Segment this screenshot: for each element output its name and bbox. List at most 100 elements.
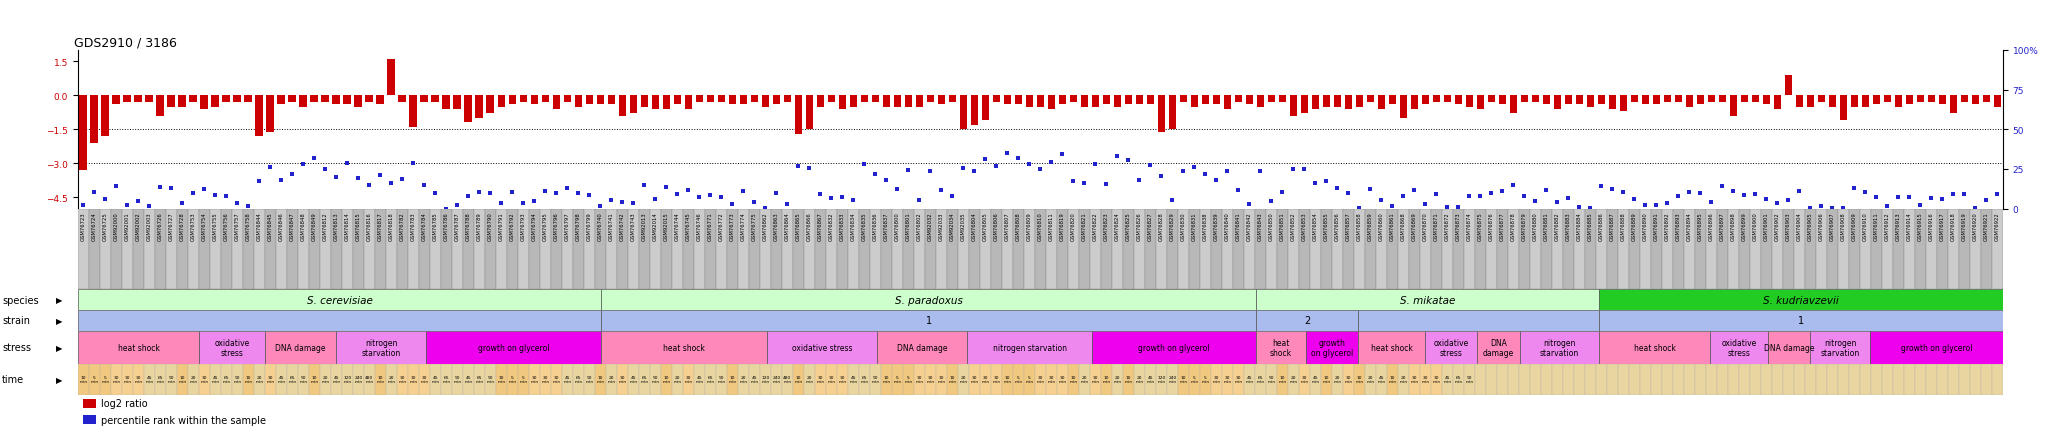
Text: growth on glycerol: growth on glycerol	[1139, 343, 1210, 352]
Bar	[520, 96, 526, 103]
Point	[397, 161, 430, 168]
Bar	[903, 209, 913, 289]
Point	[1739, 191, 1772, 198]
Text: oxidative
stress: oxidative stress	[1722, 338, 1757, 357]
Point	[705, 194, 737, 201]
Bar	[1872, 364, 1882, 395]
Text: GSM76838: GSM76838	[1202, 212, 1208, 240]
Bar	[211, 96, 219, 107]
Point	[1575, 205, 1608, 212]
Bar	[1014, 96, 1022, 105]
Text: GSM76753: GSM76753	[190, 212, 197, 240]
Point	[649, 184, 682, 191]
Bar	[662, 209, 672, 289]
Bar	[1675, 96, 1681, 103]
Bar	[827, 96, 836, 103]
Bar	[784, 96, 791, 103]
Text: 5
min: 5 min	[100, 375, 109, 384]
Point	[1628, 202, 1661, 209]
Bar	[805, 96, 813, 130]
Bar	[463, 364, 473, 395]
Text: 5
min: 5 min	[1202, 375, 1210, 384]
Bar	[1827, 364, 1837, 395]
Bar	[133, 364, 143, 395]
Bar	[1706, 364, 1716, 395]
Text: GSM76740: GSM76740	[598, 212, 602, 240]
Bar	[1960, 96, 1968, 103]
Text: GSM76793: GSM76793	[520, 212, 526, 240]
Bar	[111, 364, 121, 395]
Bar	[1718, 96, 1726, 103]
Bar	[1288, 364, 1298, 395]
Bar	[662, 96, 670, 110]
Bar	[541, 364, 551, 395]
Bar	[1870, 331, 2003, 364]
Text: GSM76886: GSM76886	[1599, 212, 1604, 240]
Text: 10
min: 10 min	[729, 375, 737, 384]
Point	[981, 163, 1014, 170]
Bar	[1628, 364, 1640, 395]
Bar	[397, 364, 408, 395]
Text: S. paradoxus: S. paradoxus	[895, 295, 963, 305]
Bar	[385, 209, 397, 289]
Point	[111, 202, 143, 209]
Bar	[1686, 96, 1694, 107]
Bar	[78, 364, 88, 395]
Bar	[135, 96, 141, 103]
Bar	[1333, 96, 1341, 107]
Point	[1298, 180, 1331, 187]
Text: GSM76869: GSM76869	[1411, 212, 1417, 240]
Bar	[793, 364, 805, 395]
Text: GSM76830: GSM76830	[1182, 212, 1186, 240]
Bar	[113, 96, 121, 105]
Text: 30
min: 30 min	[1235, 375, 1243, 384]
Point	[231, 204, 264, 210]
Text: GSM76855: GSM76855	[1323, 212, 1329, 240]
Text: 10
min: 10 min	[1278, 375, 1286, 384]
Text: 65
min: 65 min	[860, 375, 868, 384]
Bar	[1321, 364, 1331, 395]
Text: GSM76804: GSM76804	[973, 212, 977, 240]
Bar	[1532, 96, 1540, 103]
Bar	[1135, 209, 1145, 289]
Bar	[1520, 364, 1530, 395]
Bar	[1466, 96, 1473, 107]
Text: 120
min: 120 min	[344, 375, 352, 384]
Bar	[1190, 209, 1200, 289]
Bar	[815, 364, 825, 395]
Bar	[1411, 96, 1419, 110]
Point	[199, 193, 231, 200]
Text: 65
min: 65 min	[641, 375, 649, 384]
Bar	[332, 96, 340, 105]
Text: GSM76912: GSM76912	[1884, 212, 1890, 240]
Bar	[442, 96, 451, 110]
Bar	[156, 209, 166, 289]
Point	[420, 190, 453, 197]
Bar	[1112, 364, 1122, 395]
Text: GSM76904: GSM76904	[1796, 212, 1802, 240]
Bar	[1477, 96, 1485, 110]
Bar	[487, 96, 494, 114]
Text: GSM76854: GSM76854	[1313, 212, 1319, 240]
Bar	[1145, 209, 1155, 289]
Text: 30
min: 30 min	[1036, 375, 1044, 384]
Bar	[276, 364, 287, 395]
Bar	[1980, 209, 1993, 289]
Text: GSM76757: GSM76757	[236, 212, 240, 240]
Text: 30
min: 30 min	[926, 375, 934, 384]
Point	[760, 191, 793, 197]
Point	[1761, 200, 1794, 207]
Bar	[891, 209, 903, 289]
Text: 30
min: 30 min	[1059, 375, 1067, 384]
Bar	[760, 364, 770, 395]
Text: 10
min: 10 min	[311, 375, 317, 384]
Bar	[1364, 209, 1376, 289]
Bar	[1608, 364, 1618, 395]
Bar	[926, 364, 936, 395]
Text: GSM76746: GSM76746	[696, 212, 702, 240]
Text: GSM76916: GSM76916	[1929, 212, 1933, 240]
Bar	[231, 364, 244, 395]
Bar	[1454, 96, 1462, 105]
Bar	[1157, 96, 1165, 132]
Text: GSM76844: GSM76844	[256, 212, 262, 240]
